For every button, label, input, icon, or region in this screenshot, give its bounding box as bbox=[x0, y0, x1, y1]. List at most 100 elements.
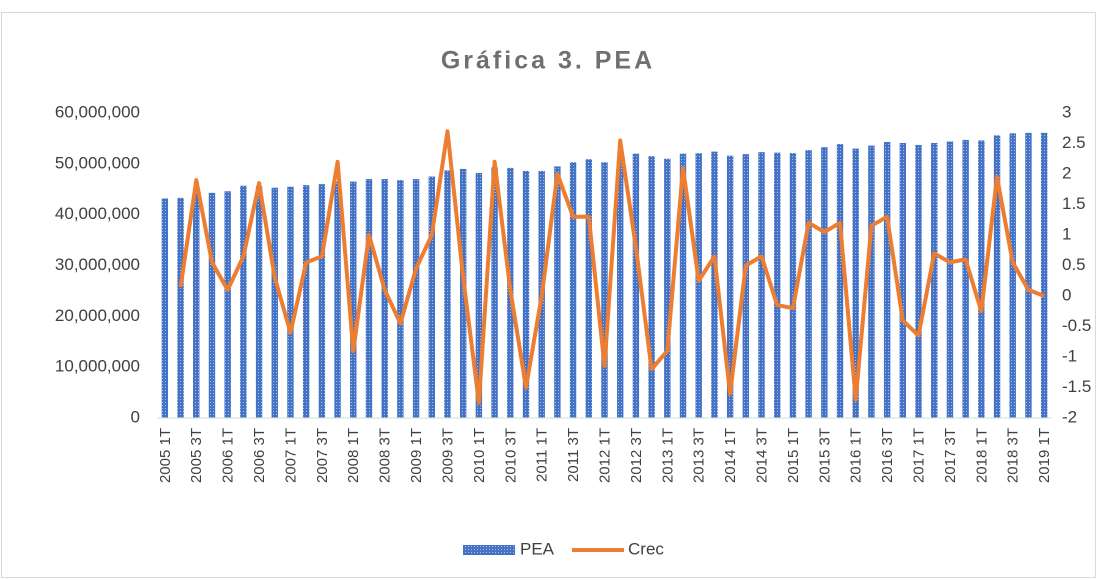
bar bbox=[789, 153, 797, 419]
y-tick-label: 40,000,000 bbox=[55, 204, 140, 223]
y2-tick-label: -0.5 bbox=[1062, 316, 1091, 335]
bar bbox=[774, 152, 781, 418]
y2-tick-label: -1.5 bbox=[1062, 377, 1091, 396]
x-tick-label: 2007 1T bbox=[282, 428, 299, 483]
x-tick-label: 2014 3T bbox=[753, 428, 770, 483]
bar bbox=[648, 156, 655, 419]
bar bbox=[318, 184, 326, 418]
bar bbox=[255, 186, 263, 418]
x-tick-label: 2015 3T bbox=[816, 428, 833, 483]
y-tick-label: 10,000,000 bbox=[55, 357, 140, 376]
bar bbox=[475, 172, 483, 418]
bar bbox=[915, 145, 922, 418]
x-tick-label: 2019 1T bbox=[1036, 428, 1053, 483]
bar bbox=[695, 153, 702, 419]
bar bbox=[742, 154, 750, 419]
x-tick-label: 2011 3T bbox=[565, 428, 582, 482]
bar bbox=[758, 152, 765, 418]
chart-border bbox=[1, 12, 1096, 578]
bar bbox=[993, 135, 1001, 418]
x-tick-label: 2018 3T bbox=[1005, 428, 1022, 483]
bar bbox=[617, 156, 624, 419]
bar bbox=[931, 142, 938, 418]
bar bbox=[428, 176, 435, 418]
y-tick-label: 0 bbox=[131, 407, 140, 426]
legend-label: Crec bbox=[628, 539, 664, 558]
x-tick-label: 2010 3T bbox=[502, 428, 519, 483]
bar bbox=[805, 150, 812, 418]
y2-tick-label: -1 bbox=[1062, 346, 1077, 365]
bar bbox=[522, 170, 530, 418]
x-tick-label: 2016 3T bbox=[879, 428, 896, 483]
bar bbox=[193, 193, 200, 418]
bar bbox=[664, 158, 671, 418]
x-tick-label: 2017 1T bbox=[911, 428, 928, 483]
bar bbox=[271, 187, 278, 418]
bar bbox=[569, 162, 577, 418]
y2-tick-label: 1 bbox=[1062, 224, 1071, 243]
bar bbox=[632, 153, 640, 418]
x-tick-label: 2015 1T bbox=[785, 428, 802, 483]
y2-tick-label: 0.5 bbox=[1062, 255, 1086, 274]
bar bbox=[208, 192, 216, 418]
x-tick-label: 2005 1T bbox=[157, 428, 174, 483]
y2-tick-label: 2 bbox=[1062, 163, 1071, 182]
bar bbox=[302, 185, 310, 418]
bar bbox=[1009, 133, 1016, 419]
x-tick-label: 2010 1T bbox=[471, 428, 488, 483]
x-tick-label: 2012 1T bbox=[596, 428, 613, 483]
y-tick-label: 20,000,000 bbox=[55, 306, 140, 325]
legend-label: PEA bbox=[520, 539, 555, 558]
bar bbox=[601, 162, 608, 418]
x-tick-label: 2007 3T bbox=[314, 428, 331, 483]
x-tick-label: 2006 3T bbox=[251, 428, 268, 483]
bar bbox=[334, 181, 341, 418]
bar bbox=[444, 170, 451, 418]
bar bbox=[287, 186, 294, 418]
bar bbox=[883, 141, 891, 418]
x-tick-label: 2011 1T bbox=[534, 428, 551, 482]
line bbox=[178, 129, 1045, 405]
y2-tick-label: 2.5 bbox=[1062, 133, 1086, 152]
x-tick-label: 2013 3T bbox=[691, 428, 708, 483]
bar bbox=[946, 141, 954, 418]
bar bbox=[177, 197, 184, 418]
bar bbox=[240, 185, 247, 418]
bar bbox=[397, 180, 404, 418]
bar bbox=[161, 198, 169, 418]
y2-tick-label: 3 bbox=[1062, 102, 1071, 121]
bar bbox=[381, 179, 388, 418]
bar bbox=[962, 139, 969, 419]
x-tick-label: 2008 3T bbox=[377, 428, 394, 483]
x-tick-label: 2009 1T bbox=[408, 428, 425, 483]
legend-swatch bbox=[463, 545, 515, 555]
y2-tick-label: 0 bbox=[1062, 285, 1071, 304]
bar bbox=[711, 151, 718, 418]
bar bbox=[836, 144, 844, 418]
bar bbox=[679, 153, 687, 418]
bar bbox=[821, 147, 828, 418]
x-tick-label: 2014 1T bbox=[722, 428, 739, 483]
x-tick-label: 2013 1T bbox=[659, 428, 676, 483]
bar bbox=[585, 159, 592, 418]
chart-title: Gráfica 3. PEA bbox=[441, 47, 655, 75]
x-tick-label: 2016 1T bbox=[848, 428, 865, 483]
bar bbox=[491, 167, 498, 418]
bar bbox=[224, 191, 231, 418]
bar bbox=[554, 166, 561, 418]
bar bbox=[726, 155, 734, 418]
bar bbox=[1025, 132, 1032, 418]
x-tick-label: 2017 3T bbox=[942, 428, 959, 483]
bar bbox=[852, 148, 859, 419]
x-tick-label: 2008 1T bbox=[345, 428, 362, 483]
x-tick-label: 2006 1T bbox=[220, 428, 237, 483]
y-tick-label: 60,000,000 bbox=[55, 102, 140, 121]
x-tick-label: 2005 3T bbox=[188, 428, 205, 483]
y2-tick-label: 1.5 bbox=[1062, 194, 1086, 213]
y-tick-label: 50,000,000 bbox=[55, 153, 140, 172]
y-tick-label: 30,000,000 bbox=[55, 255, 140, 274]
bar bbox=[899, 142, 907, 418]
x-tick-label: 2012 3T bbox=[628, 428, 645, 483]
x-tick-label: 2009 3T bbox=[439, 428, 456, 483]
